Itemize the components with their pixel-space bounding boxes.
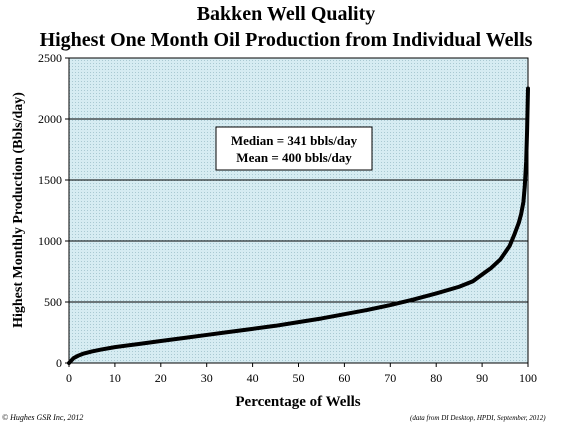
copyright-footer: © Hughes GSR Inc, 2012 xyxy=(2,413,84,422)
x-tick-label: 100 xyxy=(519,371,537,385)
y-tick-label: 1500 xyxy=(38,173,62,187)
x-tick-label: 80 xyxy=(430,371,442,385)
y-tick-label: 1000 xyxy=(38,234,62,248)
data-source-footer: (data from DI Desktop, HPDI, September, … xyxy=(410,414,546,422)
x-tick-label: 70 xyxy=(384,371,396,385)
y-tick-label: 2000 xyxy=(38,112,62,126)
series-line xyxy=(67,86,530,365)
y-tick-label: 0 xyxy=(56,356,62,370)
chart-subtitle: Highest One Month Oil Production from In… xyxy=(39,29,533,51)
y-tick-label: 2500 xyxy=(38,51,62,65)
y-axis-label: Highest Monthly Production (Bbls/day) xyxy=(11,92,26,328)
y-tick-label: 500 xyxy=(44,295,62,309)
x-tick-label: 90 xyxy=(476,371,488,385)
x-tick-label: 40 xyxy=(247,371,259,385)
x-tick-label: 30 xyxy=(201,371,213,385)
annotation-median: Median = 341 bbls/day xyxy=(231,133,358,148)
annotation-mean: Mean = 400 bbls/day xyxy=(236,150,352,165)
x-tick-label: 0 xyxy=(66,371,72,385)
x-tick-label: 10 xyxy=(109,371,121,385)
x-tick-label: 50 xyxy=(293,371,305,385)
chart-title: Bakken Well Quality xyxy=(196,3,376,25)
annotation-box: Median = 341 bbls/day Mean = 400 bbls/da… xyxy=(215,126,373,171)
plot-area xyxy=(68,57,529,364)
x-axis-label: Percentage of Wells xyxy=(235,394,360,410)
x-tick-label: 20 xyxy=(155,371,167,385)
x-tick-label: 60 xyxy=(338,371,350,385)
